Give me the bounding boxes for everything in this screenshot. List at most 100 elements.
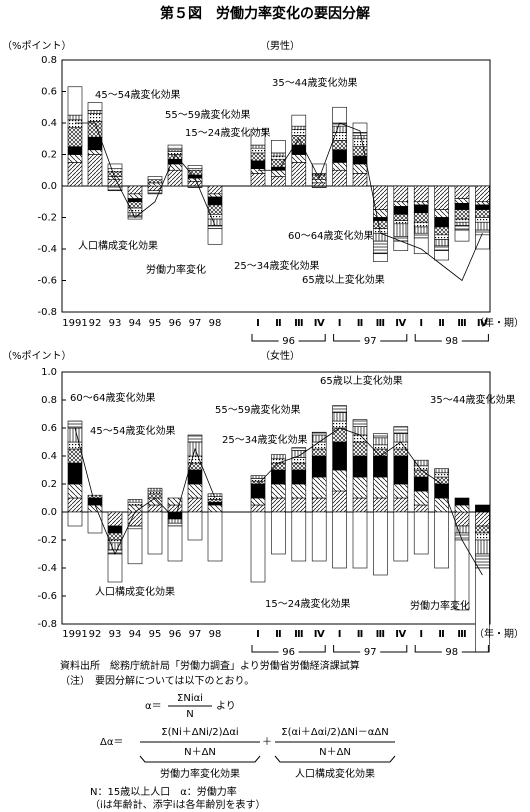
x-tick-label: Ⅰ (256, 318, 260, 329)
bar-segment (271, 483, 286, 499)
bar-segment (454, 218, 470, 223)
bar-segment (147, 176, 163, 181)
bar-segment (373, 220, 388, 229)
y-tick-label: -0.6 (37, 276, 57, 287)
bar-segment (475, 221, 490, 231)
bar-segment (413, 232, 429, 239)
bar-segment (147, 504, 163, 513)
bar-segment (454, 539, 470, 611)
bar-segment (475, 532, 490, 541)
note-text: （注） 要因分解については以下のとおり。 (60, 674, 254, 687)
bar-segment (291, 154, 307, 163)
bar-segment (434, 468, 449, 474)
bar-segment (413, 490, 429, 506)
bar-segment (454, 504, 470, 513)
bar-segment (107, 179, 123, 187)
note-text: ＋ (262, 737, 272, 748)
bar-segment (475, 539, 490, 555)
x-tick-label: Ⅰ (419, 629, 423, 640)
bar-segment (291, 125, 307, 130)
chart-subtitle: （男性） (260, 39, 300, 52)
bar-segment (291, 497, 307, 513)
bar-segment (271, 169, 286, 177)
bar-segment (187, 185, 203, 188)
bar-segment (271, 497, 286, 513)
bar-segment (127, 501, 143, 506)
x-tick-label: Ⅲ (376, 318, 385, 329)
bar-segment (67, 448, 83, 464)
bar-segment (413, 204, 429, 214)
bar-segment (147, 190, 163, 195)
group-label: 98 (445, 336, 458, 347)
bar-segment (67, 114, 83, 121)
note-text: Δα＝ (100, 737, 123, 748)
bar-segment (107, 168, 123, 173)
y-tick-label: -0.4 (37, 244, 57, 255)
annotation: 55～59歳変化効果 (165, 108, 250, 121)
y-tick-label: 0.8 (41, 55, 57, 66)
bar-segment (393, 433, 409, 443)
bar-segment (187, 165, 203, 169)
change-line (257, 427, 483, 576)
bar-segment (107, 171, 123, 177)
note-text: Σ(αi＋Δαi/2)ΔNi－αΔN (281, 727, 388, 738)
y-tick-label: 0.6 (41, 423, 57, 434)
group-label-bg (441, 646, 462, 658)
bar-segment (107, 553, 123, 583)
bar-segment (413, 201, 429, 206)
bar-segment (250, 147, 266, 154)
bar-segment (207, 225, 223, 229)
bar-segment (332, 490, 347, 513)
bar-segment (332, 405, 347, 413)
bar-segment (207, 511, 223, 562)
bar-segment (332, 125, 347, 133)
bar-segment (454, 225, 470, 231)
bar-segment (250, 497, 266, 506)
bar-segment (475, 504, 490, 513)
bar-segment (413, 476, 429, 492)
x-tick-label: 1991 (62, 318, 87, 329)
y-tick-label: 0.8 (41, 395, 57, 406)
bar-segment (250, 483, 266, 499)
bar-segment (207, 193, 223, 198)
bar-segment (311, 448, 327, 457)
bar-segment (373, 444, 388, 450)
annotation: 15～24歳変化効果 (265, 597, 350, 610)
bar-segment (271, 462, 286, 471)
bar-segment (413, 459, 429, 467)
x-tick-label: Ⅳ (395, 318, 406, 329)
bar-segment (434, 472, 449, 478)
bar-segment (434, 239, 449, 247)
y-unit-label: （%ポイント） (2, 350, 72, 362)
x-tick-label: Ⅰ (419, 318, 423, 329)
annotation: 人口構成変化効果 (95, 585, 175, 598)
bar-segment (107, 511, 123, 527)
bar-segment (147, 179, 163, 184)
x-tick-label: Ⅲ (376, 629, 385, 640)
bar-segment (454, 185, 470, 199)
bar-segment (127, 511, 143, 527)
annotation: 35～44歳変化効果 (430, 393, 515, 406)
bar-segment (454, 229, 470, 242)
bar-segment (352, 497, 368, 513)
note-text: α＝ (145, 701, 162, 712)
bar-segment (250, 475, 266, 479)
x-tick-label: Ⅱ (357, 318, 364, 329)
y-tick-label: -0.6 (37, 591, 57, 602)
bar-segment (291, 457, 307, 464)
bar-segment (413, 504, 429, 513)
bar-segment (434, 234, 449, 240)
bar-segment (67, 420, 83, 429)
y-tick-label: 0.6 (41, 87, 57, 98)
note-text: 労働力率変化効果 (160, 767, 240, 780)
bar-segment (291, 483, 307, 499)
bar-segment (147, 490, 163, 495)
bar-segment (475, 201, 490, 206)
group-label-bg (441, 335, 462, 347)
bar-segment (434, 245, 449, 251)
x-tick-label: 92 (89, 318, 102, 329)
bar-segment (167, 504, 183, 513)
x-tick-label: 96 (169, 318, 182, 329)
bar-segment (167, 144, 183, 149)
bar-segment (67, 162, 83, 187)
